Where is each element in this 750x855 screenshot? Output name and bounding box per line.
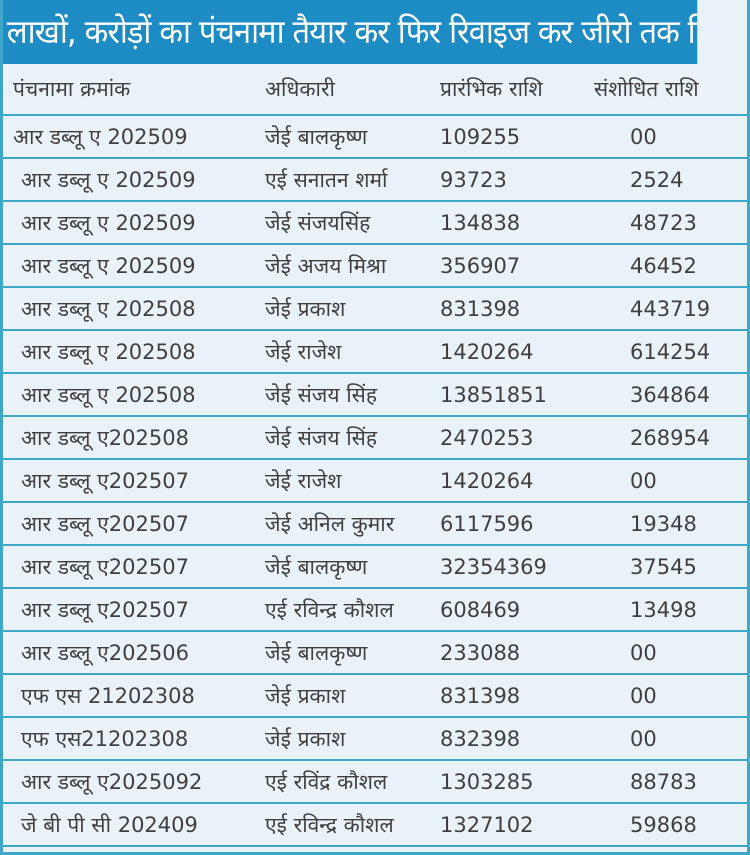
cell-panchnama-number: आर डब्लू ए202508 [21,425,189,450]
table-row: जे बी पी सी 202409 एई रविन्द्र कौशल 132710… [3,804,747,847]
table-row: आर डब्लू ए202507 जेई बालकृष्ण 32354369 3754… [3,546,747,589]
table-header-row: पंचनामा क्रमांक अधिकारी प्रारंभिक राशि स… [3,64,747,116]
cell-revised-amount: 00 [630,468,657,493]
cell-revised-amount: 37545 [630,554,697,579]
cell-officer: एई रविन्द्र कौशल [265,597,394,622]
cell-officer: जेई संजयसिंह [265,210,371,235]
cell-initial-amount: 6117596 [440,511,534,536]
cell-revised-amount: 614254 [630,339,711,364]
cell-revised-amount: 59868 [630,812,697,837]
cell-officer: जेई बालकृष्ण [265,554,368,579]
cell-panchnama-number: आर डब्लू ए202507 [21,468,189,493]
cell-panchnama-number: जे बी पी सी 202409 [21,812,198,837]
cell-revised-amount: 364864 [630,382,711,407]
cell-revised-amount: 268954 [630,425,711,450]
cell-officer: जेई बालकृष्ण [265,640,368,665]
table-row: आर डब्लू ए202508 जेई संजय सिंह 2470253 2689… [3,417,747,460]
cell-initial-amount: 1303285 [440,769,534,794]
header-panchnama-number: पंचनामा क्रमांक [13,77,131,101]
cell-revised-amount: 00 [630,683,657,708]
cell-officer: जेई प्रकाश [265,683,346,708]
table-row: आर डब्लू ए 202508 जेई राजेश 1420264 614254 [3,331,747,374]
cell-panchnama-number: आर डब्लू ए 202509 [21,210,196,235]
table-row: आर डब्लू ए 202509 जेई अजय मिश्रा 356907 464… [3,245,747,288]
cell-panchnama-number: आर डब्लू ए202507 [21,511,189,536]
cell-revised-amount: 2524 [630,167,684,192]
table-row: आर डब्लू ए 202508 जेई प्रकाश 831398 443719 [3,288,747,331]
cell-revised-amount: 00 [630,726,657,751]
cell-initial-amount: 608469 [440,597,521,622]
table-row: आर डब्लू ए202507 जेई अनिल कुमार 6117596 193… [3,503,747,546]
cell-panchnama-number: आर डब्लू ए 202508 [21,339,196,364]
cell-officer: जेई बालकृष्ण [265,124,368,149]
cell-initial-amount: 93723 [440,167,507,192]
headline: लाखों, करोड़ों का पंचनामा तैयार कर फिर र… [3,0,698,64]
cell-initial-amount: 1420264 [440,339,534,364]
table-row: आर डब्लू ए 202508 जेई संजय सिंह 13851851 36… [3,374,747,417]
cell-officer: जेई अनिल कुमार [265,511,395,536]
cell-panchnama-number: आर डब्लू ए 202508 [21,382,196,407]
cell-panchnama-number: आर डब्लू ए 202508 [21,296,196,321]
cell-officer: जेई राजेश [265,468,342,493]
table-row: आर डब्लू ए202507 एई रविन्द्र कौशल 608469 13… [3,589,747,632]
table-row: आर डब्लू ए202506 जेई बालकृष्ण 233088 00 [3,632,747,675]
cell-panchnama-number: आर डब्लू ए2025092 [21,769,203,794]
table-row: आर डब्लू ए202507 जेई राजेश 1420264 00 [3,460,747,503]
cell-panchnama-number: आर डब्लू ए 202509 [21,167,196,192]
cell-initial-amount: 1420264 [440,468,534,493]
cell-revised-amount: 13498 [630,597,697,622]
cell-initial-amount: 832398 [440,726,521,751]
cell-officer: एई रविन्द्र कौशल [265,812,394,837]
cell-officer: जेई संजय सिंह [265,425,377,450]
cell-revised-amount: 88783 [630,769,697,794]
cell-initial-amount: 831398 [440,296,521,321]
cell-officer: जेई प्रकाश [265,726,346,751]
header-officer: अधिकारी [265,77,335,101]
cell-officer: जेई प्रकाश [265,296,346,321]
cell-panchnama-number: आर डब्लू ए 202509 [21,253,196,278]
table-row: आर डब्लू ए 202509 एई सनातन शर्मा 93723 2524 [3,159,747,202]
table-row: एफ एस21202308 जेई प्रकाश 832398 00 [3,718,747,761]
cell-panchnama-number: आर डब्लू ए202506 [21,640,189,665]
cell-panchnama-number: एफ एस21202308 [21,726,189,751]
cell-panchnama-number: आर डब्लू ए202507 [21,554,189,579]
cell-officer: जेई संजय सिंह [265,382,377,407]
cell-initial-amount: 831398 [440,683,521,708]
cell-initial-amount: 2470253 [440,425,534,450]
cell-panchnama-number: आर डब्लू ए 202509 [13,124,188,149]
cell-panchnama-number: एफ एस 21202308 [21,683,195,708]
cell-initial-amount: 233088 [440,640,521,665]
cell-officer: एई रविंद्र कौशल [265,769,388,794]
table-row: आर डब्लू ए2025092 एई रविंद्र कौशल 1303285 8… [3,761,747,804]
cell-panchnama-number: आर डब्लू ए202507 [21,597,189,622]
cell-initial-amount: 356907 [440,253,521,278]
cell-initial-amount: 1327102 [440,812,534,837]
table-row: एफ एस 21202308 जेई प्रकाश 831398 00 [3,675,747,718]
cell-officer: एई सनातन शर्मा [265,167,388,192]
table-row: आर डब्लू ए 202509 जेई बालकृष्ण 109255 00 [3,116,747,159]
cell-revised-amount: 00 [630,124,657,149]
cell-revised-amount: 443719 [630,296,711,321]
table-row: आर डब्लू ए 202509 जेई संजयसिंह 134838 48723 [3,202,747,245]
cell-revised-amount: 19348 [630,511,697,536]
cell-initial-amount: 134838 [440,210,521,235]
header-revised-amount: संशोधित राशि [594,77,699,101]
cell-officer: जेई अजय मिश्रा [265,253,387,278]
cell-revised-amount: 46452 [630,253,697,278]
cell-revised-amount: 00 [630,640,657,665]
cell-initial-amount: 32354369 [440,554,547,579]
cell-initial-amount: 13851851 [440,382,547,407]
cell-officer: जेई राजेश [265,339,342,364]
header-initial-amount: प्रारंभिक राशि [440,77,543,101]
cell-revised-amount: 48723 [630,210,697,235]
cell-initial-amount: 109255 [440,124,521,149]
